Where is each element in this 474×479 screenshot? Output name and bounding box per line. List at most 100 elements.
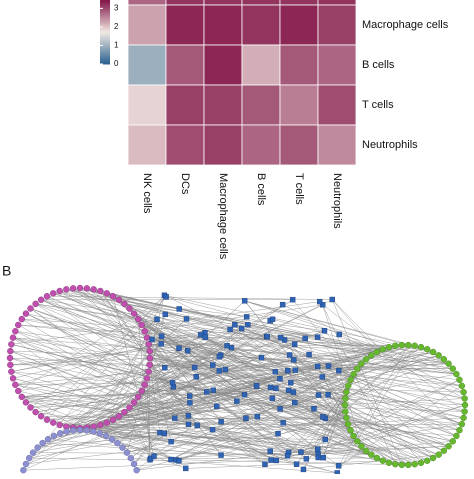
node [97, 422, 103, 428]
node [322, 328, 327, 333]
node [131, 461, 137, 467]
node [265, 334, 270, 339]
heatmap-cell [204, 85, 242, 125]
node [228, 327, 233, 332]
node [139, 322, 145, 328]
node [290, 297, 295, 302]
node [57, 422, 63, 428]
node [23, 399, 29, 405]
node [287, 352, 292, 357]
node [204, 389, 209, 394]
column-label: NK cells [141, 173, 153, 214]
heatmap-cell [128, 0, 166, 5]
node [104, 290, 110, 296]
node [142, 328, 148, 334]
heatmap-cell [280, 5, 318, 45]
heatmap-cell [318, 5, 356, 45]
node [28, 404, 34, 410]
heatmap-cell [128, 85, 166, 125]
node [456, 427, 462, 433]
heatmap-cell [242, 45, 280, 85]
node [386, 344, 392, 350]
node [187, 400, 192, 405]
node [242, 298, 247, 303]
node [342, 408, 348, 414]
node [8, 341, 14, 347]
node [424, 458, 430, 464]
node [315, 335, 320, 340]
panel-label: B [2, 263, 11, 279]
node [146, 369, 152, 375]
node [151, 454, 156, 459]
node [232, 322, 237, 327]
node [354, 366, 360, 372]
node [317, 299, 322, 304]
node [26, 455, 32, 461]
node [219, 419, 224, 424]
node [277, 376, 282, 381]
node [214, 404, 219, 409]
node [316, 393, 321, 398]
node [12, 328, 18, 334]
node [262, 462, 267, 467]
node [144, 375, 150, 381]
node [38, 297, 44, 303]
heatmap-cell [166, 85, 204, 125]
node [184, 316, 189, 321]
heatmap-cell [204, 5, 242, 45]
node [412, 343, 418, 349]
node [348, 377, 354, 383]
node [28, 306, 34, 312]
node [7, 362, 13, 368]
node [270, 396, 275, 401]
node [269, 458, 274, 463]
node [135, 394, 141, 400]
node [358, 361, 364, 367]
node [210, 427, 215, 432]
node [172, 416, 177, 421]
node [446, 443, 452, 449]
node [399, 462, 405, 468]
node [242, 392, 247, 397]
node [459, 421, 465, 427]
node [254, 383, 259, 388]
node [342, 402, 348, 408]
heatmap-cell [318, 85, 356, 125]
heatmap-cell [280, 45, 318, 85]
colorbar-label: 3 [114, 3, 119, 12]
colorbar-label: 1 [114, 41, 119, 50]
node [149, 337, 154, 342]
row-label: Neutrophils [362, 139, 418, 151]
node [176, 458, 181, 463]
node [109, 436, 115, 442]
node [462, 408, 468, 414]
node [268, 449, 273, 454]
node [176, 346, 181, 351]
node [430, 349, 436, 355]
node [304, 456, 309, 461]
node [336, 368, 341, 373]
node [7, 355, 13, 361]
node [126, 306, 132, 312]
node [10, 375, 16, 381]
node [298, 450, 303, 455]
node [461, 389, 467, 395]
node [97, 430, 103, 436]
heatmap-cell [128, 45, 166, 85]
node [441, 356, 447, 362]
node [57, 288, 63, 294]
node [169, 439, 174, 444]
node [119, 445, 125, 451]
node [131, 311, 137, 317]
heatmap-cell [318, 45, 356, 85]
node [103, 433, 109, 439]
node [273, 369, 278, 374]
node [321, 455, 326, 460]
node [281, 420, 286, 425]
node [198, 332, 203, 337]
heatmap-cell [166, 125, 204, 165]
node [351, 433, 357, 439]
heatmap-cell [318, 125, 356, 165]
node [12, 382, 18, 388]
node [270, 317, 275, 322]
